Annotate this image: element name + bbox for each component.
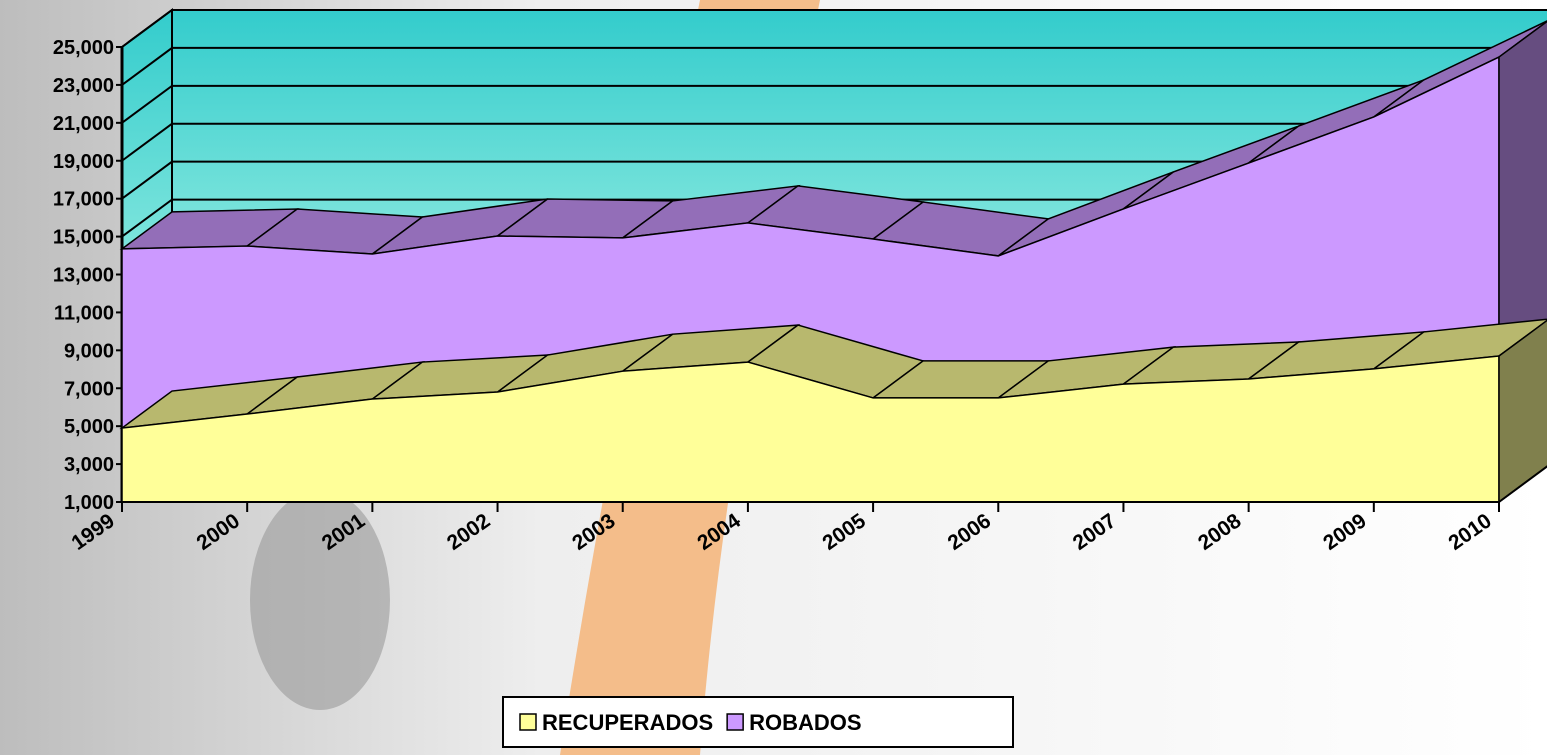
y-tick-label: 25,000	[53, 37, 114, 59]
background-wheel	[250, 490, 390, 710]
y-tick-label: 11,000	[54, 302, 114, 324]
y-tick-label: 13,000	[53, 265, 114, 287]
area-side-face	[1499, 20, 1547, 356]
page: {"chart_data": {"type": "area3d", "stack…	[0, 0, 1547, 755]
legend-label: RECUPERADOS	[542, 710, 713, 735]
legend-label: ROBADOS	[749, 710, 861, 735]
legend-swatch	[727, 714, 743, 730]
y-tick-label: 21,000	[53, 113, 114, 135]
y-tick-label: 9,000	[64, 340, 114, 362]
y-tick-label: 23,000	[53, 75, 114, 97]
legend-items: RECUPERADOS ROBADOS	[520, 710, 862, 735]
y-tick-label: 5,000	[64, 416, 114, 438]
legend-swatch	[520, 714, 536, 730]
y-tick-label: 7,000	[64, 378, 114, 400]
plot: 1,0003,0005,0007,0009,00011,00013,00015,…	[53, 10, 1547, 555]
y-tick-label: 15,000	[53, 227, 114, 249]
y-tick-label: 3,000	[64, 454, 114, 476]
y-tick-label: 19,000	[53, 151, 114, 173]
y-tick-label: 17,000	[53, 189, 114, 211]
chart: 1,0003,0005,0007,0009,00011,00013,00015,…	[0, 0, 1547, 755]
